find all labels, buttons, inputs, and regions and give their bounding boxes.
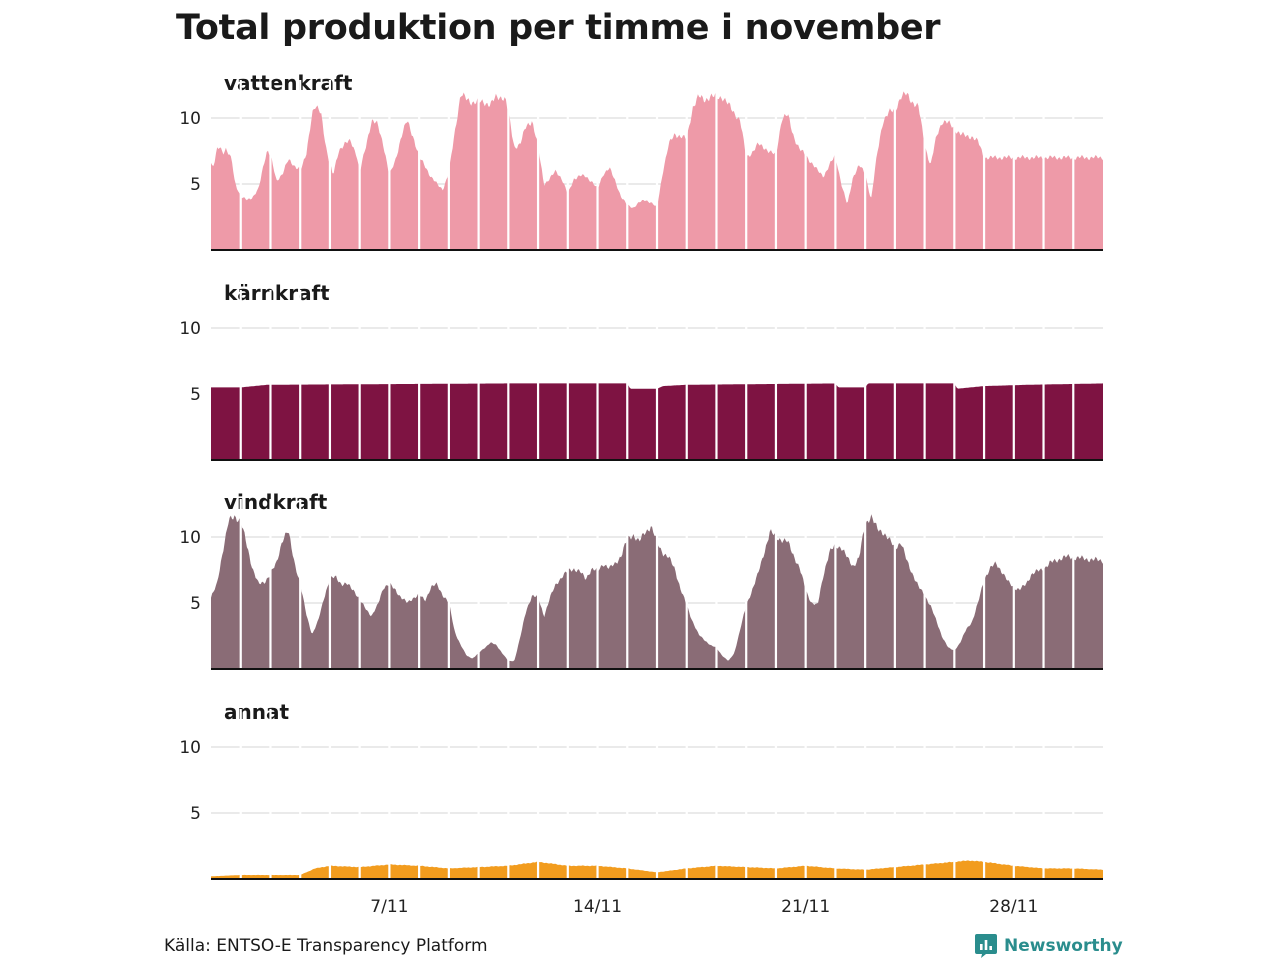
panel-label-0: vattenkraft	[224, 71, 353, 95]
y-tick-label: 10	[179, 109, 201, 129]
y-tick-label: 10	[179, 528, 201, 548]
small-multiples-chart: 510vattenkraft510kärnkraft510vindkraft51…	[179, 71, 1103, 917]
y-tick-label: 10	[179, 319, 201, 339]
chart-title: Total produktion per timme i november	[176, 8, 941, 48]
y-tick-label: 5	[190, 175, 201, 195]
x-tick-label: 7/11	[370, 897, 408, 917]
x-tick-label: 28/11	[989, 897, 1038, 917]
bar-chart-badge-icon	[975, 934, 997, 958]
y-tick-label: 5	[190, 385, 201, 405]
brand-logo: Newsworthy	[974, 932, 1123, 960]
area-series-3	[211, 860, 1103, 879]
brand-name: Newsworthy	[1004, 936, 1123, 956]
x-tick-label: 21/11	[781, 897, 830, 917]
panel-label-2: vindkraft	[224, 490, 328, 514]
x-tick-label: 14/11	[573, 897, 622, 917]
source-note: Källa: ENTSO-E Transparency Platform	[164, 936, 488, 956]
y-tick-label: 5	[190, 804, 201, 824]
y-tick-label: 5	[190, 594, 201, 614]
panel-label-3: annat	[224, 700, 289, 724]
area-series-0	[211, 91, 1103, 251]
y-tick-label: 10	[179, 738, 201, 758]
